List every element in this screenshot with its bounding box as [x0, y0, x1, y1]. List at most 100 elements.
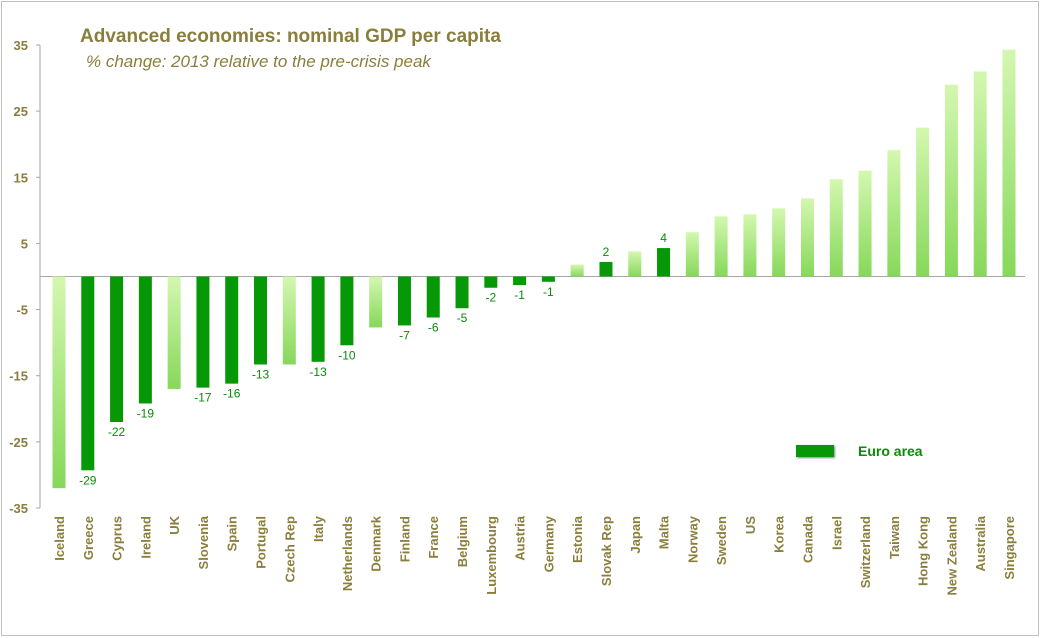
- x-tick-label: US: [743, 516, 758, 534]
- x-tick-label: Greece: [81, 516, 96, 560]
- bar-korea: [772, 208, 786, 277]
- x-tick-label: Japan: [628, 516, 643, 554]
- x-tick-label: Finland: [397, 516, 412, 562]
- bar-germany: [541, 276, 555, 282]
- data-label: -2: [485, 291, 496, 305]
- bar-canada: [800, 198, 814, 277]
- bar-czech-rep: [282, 276, 296, 365]
- data-label: -5: [457, 311, 468, 325]
- x-tick-label: Italy: [311, 515, 326, 542]
- legend-swatch-euro-area: [796, 445, 834, 457]
- bar-cyprus: [110, 276, 124, 423]
- bar-norway: [685, 232, 699, 277]
- y-tick-label: -35: [9, 501, 28, 516]
- bar-malta: [657, 248, 671, 277]
- x-tick-label: Canada: [800, 515, 815, 563]
- y-tick-label: -25: [9, 435, 28, 450]
- bar-japan: [628, 251, 642, 277]
- x-tick-label: Korea: [772, 515, 787, 553]
- bar-denmark: [369, 276, 383, 328]
- bar-switzerland: [858, 170, 872, 277]
- bar-slovenia: [196, 276, 210, 388]
- x-tick-label: Taiwan: [887, 516, 902, 559]
- bar-singapore: [1002, 49, 1016, 277]
- legend: Euro area: [796, 443, 923, 459]
- y-tick-label: 15: [14, 170, 28, 185]
- x-tick-label: Belgium: [455, 516, 470, 567]
- legend-label-euro-area: Euro area: [858, 443, 923, 459]
- x-tick-label: France: [426, 516, 441, 559]
- data-label: 2: [603, 245, 610, 259]
- x-tick-label: New Zealand: [944, 516, 959, 596]
- bar-italy: [311, 276, 325, 362]
- x-tick-label: Austria: [513, 515, 528, 561]
- data-label: -17: [194, 391, 212, 405]
- y-tick-label: -15: [9, 369, 28, 384]
- x-tick-label: Israel: [829, 516, 844, 550]
- x-tick-label: Iceland: [52, 516, 67, 561]
- x-tick-label: Hong Kong: [916, 516, 931, 586]
- bar-taiwan: [887, 150, 901, 277]
- data-label: -19: [137, 406, 155, 420]
- data-label: -1: [543, 285, 554, 299]
- data-label: -10: [338, 348, 356, 362]
- y-tick-label: 5: [21, 236, 28, 251]
- x-tick-label: Sweden: [714, 516, 729, 565]
- x-tick-label: Spain: [225, 516, 240, 551]
- bar-slovak-rep: [599, 261, 613, 277]
- bar-hong-kong: [916, 127, 930, 277]
- x-tick-label: Portugal: [254, 516, 269, 569]
- data-label: -22: [108, 425, 126, 439]
- x-tick-label: Malta: [657, 515, 672, 549]
- bar-finland: [397, 276, 411, 326]
- data-label: -29: [79, 473, 97, 487]
- bar-australia: [973, 71, 987, 277]
- x-tick-label: Slovak Rep: [599, 516, 614, 586]
- x-tick-label: Denmark: [369, 515, 384, 571]
- x-tick-label: Slovenia: [196, 515, 211, 569]
- y-tick-label: 35: [14, 38, 28, 53]
- bar-austria: [513, 276, 527, 286]
- x-tick-label: Estonia: [570, 515, 585, 563]
- bar-us: [743, 214, 757, 277]
- chart-subtitle: % change: 2013 relative to the pre-crisi…: [86, 52, 431, 71]
- y-tick-label: 25: [14, 104, 28, 119]
- bar-belgium: [455, 276, 469, 309]
- data-label: -13: [252, 367, 270, 381]
- data-label: -7: [399, 328, 410, 342]
- bar-portugal: [254, 276, 268, 365]
- data-label: -13: [309, 365, 327, 379]
- bar-israel: [829, 179, 843, 277]
- x-tick-label: Cyprus: [110, 516, 125, 561]
- bar-ireland: [138, 276, 152, 404]
- x-tick-label: Singapore: [1002, 516, 1017, 580]
- x-tick-label: Ireland: [138, 516, 153, 559]
- bar-luxembourg: [484, 276, 498, 288]
- bar-france: [426, 276, 440, 318]
- x-tick-label: Germany: [541, 515, 556, 572]
- bar-sweden: [714, 216, 728, 277]
- bar-uk: [167, 276, 181, 389]
- chart-title: Advanced economies: nominal GDP per capi…: [80, 26, 501, 47]
- data-label: -6: [428, 321, 439, 335]
- x-tick-label: Switzerland: [858, 516, 873, 588]
- bar-spain: [225, 276, 239, 384]
- bar-netherlands: [340, 276, 354, 346]
- x-tick-label: Luxembourg: [484, 516, 499, 595]
- bar-iceland: [52, 276, 66, 489]
- bar-new-zealand: [944, 84, 958, 277]
- x-tick-label: UK: [167, 515, 182, 534]
- x-tick-label: Czech Rep: [282, 516, 297, 583]
- y-tick-label: -5: [16, 303, 28, 318]
- x-tick-label: Netherlands: [340, 516, 355, 591]
- data-label: -1: [514, 288, 525, 302]
- data-label: -16: [223, 387, 241, 401]
- data-label: 4: [660, 231, 667, 245]
- x-tick-label: Australia: [973, 515, 988, 571]
- x-tick-label: Norway: [685, 515, 700, 563]
- bar-estonia: [570, 264, 584, 277]
- bar-greece: [81, 276, 95, 471]
